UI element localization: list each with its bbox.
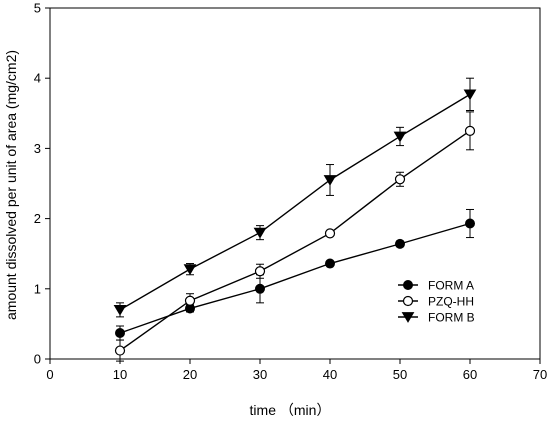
- y-axis-title: amount dissolved per unit of area (mg/cm…: [3, 50, 19, 320]
- series-line-pzq-hh: [119, 130, 471, 352]
- x-tick-label: 60: [463, 367, 477, 382]
- data-point-form-b: [113, 304, 127, 316]
- data-point-form-b: [323, 175, 337, 186]
- plot-frame: [49, 7, 541, 360]
- legend-marker: [403, 280, 413, 290]
- x-tick-label: 0: [46, 367, 53, 382]
- data-point-pzq-hh: [184, 295, 196, 306]
- legend-marker: [402, 295, 414, 307]
- data-point-pzq-hh: [394, 174, 406, 185]
- data-point-pzq-hh: [464, 125, 476, 136]
- x-tick-label: 70: [533, 367, 547, 382]
- y-tick-label: 0: [34, 352, 41, 367]
- data-point-form-a: [325, 258, 335, 269]
- series-line-form-a: [119, 222, 471, 334]
- legend: FORM A PZQ-HH FORM B: [398, 279, 475, 325]
- x-tick-label: 50: [393, 367, 407, 382]
- legend-item-form-b: FORM B: [398, 311, 475, 325]
- data-point-form-b: [463, 89, 477, 101]
- plot-area: [113, 77, 477, 362]
- series-pzq-hh: [114, 111, 476, 362]
- data-point-pzq-hh: [324, 228, 336, 239]
- legend-marker: [401, 312, 415, 323]
- y-tick-label: 1: [34, 281, 41, 296]
- data-point-pzq-hh: [254, 266, 266, 277]
- y-tick-label: 4: [34, 71, 41, 86]
- x-tick-label: 10: [113, 367, 127, 382]
- x-axis-title: time （min）: [250, 402, 331, 418]
- y-tick-label: 5: [34, 1, 41, 16]
- data-point-form-a: [255, 283, 265, 294]
- legend-label: PZQ-HH: [428, 295, 474, 309]
- axes: [49, 7, 541, 360]
- legend-item-form-a: FORM A: [398, 279, 474, 293]
- x-tick-label: 30: [253, 367, 267, 382]
- data-point-form-b: [183, 264, 197, 276]
- legend-item-pzq-hh: PZQ-HH: [398, 295, 474, 309]
- data-point-form-a: [465, 218, 475, 229]
- y-axis-ticks: 0 1 2 3 4 5: [34, 1, 50, 367]
- x-tick-label: 20: [183, 367, 197, 382]
- series-form-b: [113, 77, 477, 318]
- legend-label: FORM A: [428, 279, 474, 293]
- series-line-form-b: [119, 93, 471, 311]
- data-point-form-b: [393, 131, 407, 143]
- data-point-pzq-hh: [114, 345, 126, 356]
- series-form-a: [115, 208, 475, 341]
- data-point-form-a: [395, 238, 405, 249]
- data-point-form-a: [115, 328, 125, 339]
- y-tick-label: 2: [34, 211, 41, 226]
- data-point-form-b: [253, 227, 267, 239]
- x-axis-ticks: 0 10 20 30 40 50 60 70: [46, 359, 547, 382]
- legend-label: FORM B: [428, 311, 475, 325]
- y-tick-label: 3: [34, 141, 41, 156]
- x-tick-label: 40: [323, 367, 337, 382]
